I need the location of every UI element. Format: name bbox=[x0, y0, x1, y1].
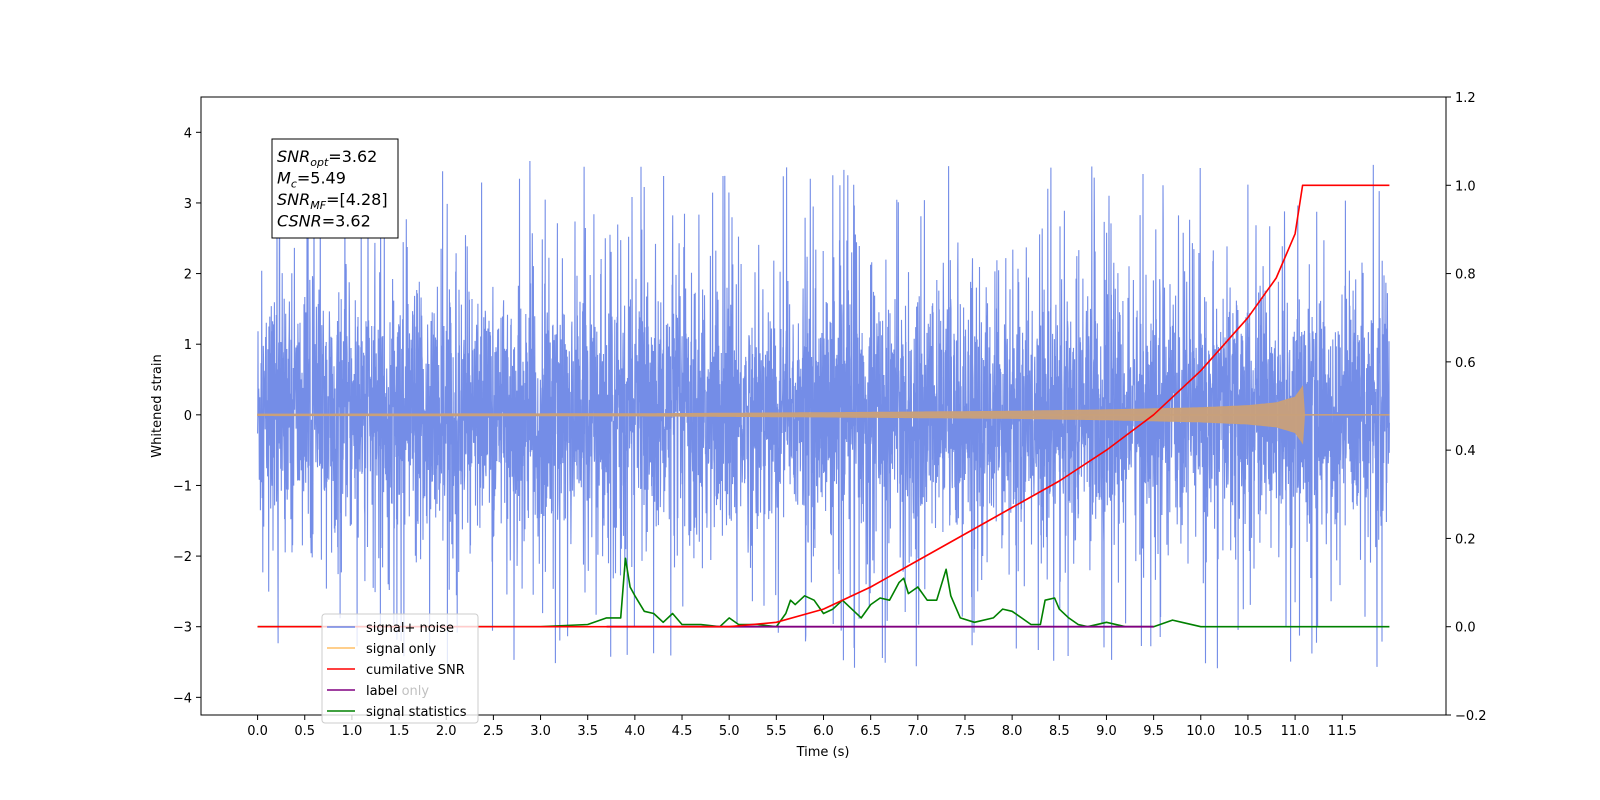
legend: signal+ noise signal only cumilative SNR la… bbox=[321, 613, 479, 724]
legend-entry: signal only bbox=[366, 642, 436, 657]
x-axis-label: Time (s) bbox=[796, 745, 850, 760]
y2-tick-label: 0.6 bbox=[1455, 356, 1476, 371]
legend-entry: signal+ noise bbox=[366, 621, 454, 636]
y2-tick-label: 0.4 bbox=[1455, 444, 1476, 459]
x-tick-label: 4.5 bbox=[672, 724, 693, 739]
x-tick-label: 6.5 bbox=[860, 724, 881, 739]
series-signal-noise bbox=[257, 160, 1390, 669]
annotation-line: Mc=5.49 bbox=[277, 169, 346, 191]
y2-tick-label: 0.2 bbox=[1455, 532, 1476, 547]
y-axis-left: −4 −3 −2 −1 0 1 2 3 4 bbox=[173, 126, 201, 706]
x-tick-label: 5.5 bbox=[766, 724, 787, 739]
x-tick-label: 8.5 bbox=[1049, 724, 1070, 739]
y-tick-label: 1 bbox=[184, 338, 192, 353]
signal-statistics-line bbox=[257, 557, 1390, 628]
x-tick-label: 7.5 bbox=[955, 724, 976, 739]
signal-noise-line bbox=[257, 160, 1390, 669]
x-tick-label: 11.0 bbox=[1281, 724, 1310, 739]
x-tick-label: 2.5 bbox=[483, 724, 504, 739]
y-tick-label: −1 bbox=[173, 479, 192, 494]
x-tick-label: 7.0 bbox=[907, 724, 928, 739]
series-cumulative-snr bbox=[257, 184, 1390, 628]
y-tick-label: 3 bbox=[184, 197, 192, 212]
legend-entry: cumilative SNR bbox=[366, 663, 465, 678]
x-tick-label: 4.0 bbox=[625, 724, 646, 739]
annotation-line: CSNR=3.62 bbox=[277, 212, 371, 231]
y-axis-right: −0.2 0.0 0.2 0.4 0.6 0.8 1.0 1.2 bbox=[1446, 91, 1487, 724]
x-tick-label: 1.0 bbox=[342, 724, 363, 739]
x-tick-label: 1.5 bbox=[389, 724, 410, 739]
y2-tick-label: 1.0 bbox=[1455, 179, 1476, 194]
plot-area bbox=[257, 160, 1390, 669]
y-tick-label: 4 bbox=[184, 126, 192, 141]
series-signal-statistics bbox=[257, 557, 1390, 628]
y-tick-label: 0 bbox=[184, 409, 192, 424]
y2-tick-label: 0.0 bbox=[1455, 621, 1476, 636]
x-axis: 0.0 0.5 1.0 1.5 2.0 2.5 3.0 3.5 4.0 4.5 5.0 5.5 6.0 6… bbox=[247, 715, 1357, 739]
x-tick-label: 2.0 bbox=[436, 724, 457, 739]
annotation-line: SNRopt=3.62 bbox=[277, 147, 377, 169]
cumulative-snr-line bbox=[257, 184, 1390, 628]
y-tick-label: −3 bbox=[173, 621, 192, 636]
y-tick-label: −4 bbox=[173, 691, 192, 706]
y-tick-label: 2 bbox=[184, 268, 192, 283]
x-tick-label: 0.0 bbox=[247, 724, 268, 739]
legend-entry: label bbox=[366, 684, 397, 699]
x-tick-label: 10.5 bbox=[1233, 724, 1262, 739]
x-tick-label: 9.0 bbox=[1096, 724, 1117, 739]
x-tick-label: 3.0 bbox=[530, 724, 551, 739]
series-signal-only bbox=[257, 385, 1390, 445]
x-tick-label: 10.0 bbox=[1186, 724, 1215, 739]
annotation-line: SNRMF=[4.28] bbox=[277, 190, 388, 212]
x-tick-label: 9.5 bbox=[1143, 724, 1164, 739]
x-tick-label: 8.0 bbox=[1002, 724, 1023, 739]
x-tick-label: 3.5 bbox=[577, 724, 598, 739]
x-tick-label: 6.0 bbox=[813, 724, 834, 739]
y2-tick-label: 0.8 bbox=[1455, 268, 1476, 283]
y-tick-label: −2 bbox=[173, 550, 192, 565]
legend-entry: signal statistics bbox=[366, 705, 467, 720]
x-tick-label: 11.5 bbox=[1328, 724, 1357, 739]
x-tick-label: 0.5 bbox=[294, 724, 315, 739]
y-axis-label: Whitened strain bbox=[150, 354, 165, 457]
y2-tick-label: 1.2 bbox=[1455, 91, 1476, 106]
y2-tick-label: −0.2 bbox=[1455, 709, 1487, 724]
x-tick-label: 5.0 bbox=[719, 724, 740, 739]
legend-entry-ghost: label only bbox=[366, 684, 429, 699]
